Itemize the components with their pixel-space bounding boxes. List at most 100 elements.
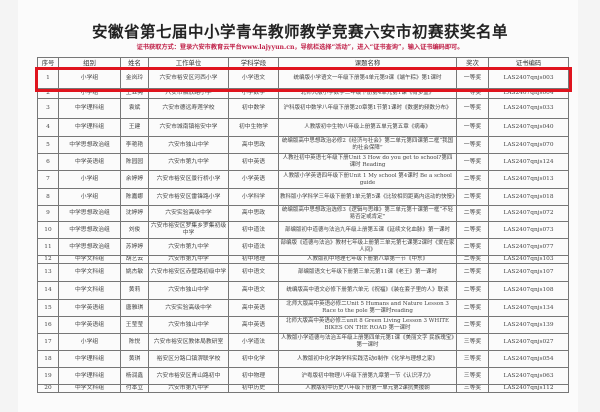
cell-group: 中学英语组 <box>58 299 121 317</box>
cell-name: 陈嘉娜 <box>120 188 149 206</box>
table-row: 11 中学思想政治组 苏婷婷 六安市第九中学 初中道法 部编版《道德与法治》教材七年级上册… <box>37 238 569 256</box>
cell-seq: 4 <box>37 118 59 137</box>
cell-award: 二等奖 <box>456 316 489 334</box>
cell-group: 中学理科组 <box>58 118 121 137</box>
table-row: 4 中学理科组 王建 六安市城南镇裕安中学 初中生物学 人教版初中生物八年级上册第五单元第… <box>37 118 569 137</box>
cell-award: 二等奖 <box>456 188 489 206</box>
cell-name: 王莹莹 <box>120 316 149 334</box>
cell-seq: 12 <box>37 255 59 264</box>
cell-school: 六安市裕安区青山路初中 <box>148 367 229 385</box>
cell-group: 中学文科组 <box>58 384 121 393</box>
table-row: 16 中学英语组 王莹莹 六安市独山中学 高中英语 北师大版高中英语必修三unit 8 G… <box>37 316 569 334</box>
cell-award: 一等奖 <box>456 153 489 171</box>
cell-cert-code: LAS2407qnjs040 <box>488 118 569 137</box>
cell-cert-code: LAS2407qnjs018 <box>488 188 569 206</box>
cell-award: 三等奖 <box>456 367 489 385</box>
cell-subject: 初中历史 <box>228 384 279 393</box>
cell-name: 黄琪 <box>120 350 149 368</box>
table-row: 6 中学英语组 陈园园 六安市第九中学 初中英语 人教社初中英语七年级下册Unit 3 H… <box>37 153 569 171</box>
cell-group: 中学思想政治组 <box>58 136 121 154</box>
cell-award: 一等奖 <box>456 136 489 154</box>
cell-group: 中学理科组 <box>58 367 121 385</box>
cell-subject: 初中地理 <box>228 255 279 264</box>
cell-group: 小学组 <box>58 333 121 351</box>
cell-school: 六安市裕安区景行桥小学 <box>148 170 229 189</box>
cell-subject: 小学道法 <box>228 333 279 351</box>
cell-topic: 统编版高中思想政治必修2《经济与社会》第二单元第四课第二框“我国的社会保障” <box>278 136 457 154</box>
cell-award: 三等奖 <box>456 384 489 393</box>
table-row: 14 中学文科组 黄莉 六安市独山中学 高中语文 统编版高中语文必修下册第六单元《祝福》《… <box>37 281 569 300</box>
cell-topic: 沪粤版初中物理八年级下册第九章第一节《认识浮力》 <box>278 367 457 385</box>
cell-award: 三等奖 <box>456 333 489 351</box>
cell-cert-code: LAS2407qnjs063 <box>488 367 569 385</box>
cell-name: 刘俊 <box>120 221 149 239</box>
cell-cert-code: LAS2407qnjs103 <box>488 255 569 264</box>
cell-subject: 初中道法 <box>228 221 279 239</box>
table-row: 12 中学文科组 胡艺云 六安市第九中学 初中地理 人教版初中地理七年级下册第八章第一节《… <box>37 255 569 264</box>
cell-seq: 20 <box>37 384 59 393</box>
cell-subject: 初中生物学 <box>228 118 279 137</box>
cell-group: 中学文科组 <box>58 281 121 300</box>
cell-cert-code: LAS2407qnjs033 <box>488 98 569 119</box>
cell-school: 六安实验高级中学 <box>148 205 229 222</box>
cell-award: 二等奖 <box>456 281 489 300</box>
cell-topic: 北师大版高中英语必修三unit 8 Green Living Lesson 3 … <box>278 316 457 334</box>
cell-subject: 小学英语 <box>228 170 279 189</box>
cell-topic: 人教版初中生物八年级上册第五单元第五章《病毒》 <box>278 118 457 137</box>
cell-name: 袁斌 <box>120 98 149 119</box>
cell-school: 六安市德远寿莲学校 <box>148 98 229 119</box>
cell-topic: 人教版小学道德与法治五年级上册第四单元第1课《美丽文字 民族瑰宝》第一课时 <box>278 333 457 351</box>
cell-school: 六安市独山中学 <box>148 316 229 334</box>
table-row: 9 中学思想政治组 沈婷婷 六安实验高级中学 高中思政 统编版高中思想政治选修3《逻辑与思… <box>37 205 569 222</box>
cell-seq: 18 <box>37 350 59 368</box>
cell-seq: 8 <box>37 188 59 206</box>
cell-subject: 初中语文 <box>228 263 279 282</box>
cell-seq: 3 <box>37 98 59 119</box>
cell-seq: 5 <box>37 136 59 154</box>
cell-school: 六安实验高级中学 <box>148 299 229 317</box>
cell-cert-code: LAS2407qnjs027 <box>488 333 569 351</box>
cell-topic: 人教社初中英语七年级下册Unit 3 How do you get to sch… <box>278 153 457 171</box>
table-row: 1 小学组 金岚玲 六安市裕安区河西小学 小学语文 统编版小学语文一年级下册第4单元第9课… <box>37 68 569 89</box>
table-row: 17 小学组 陈悦 六安市裕安区教体局教研室 小学道法 人教版小学道德与法治五年级上册第四… <box>37 333 569 351</box>
table-row: 10 中学思想政治组 刘俊 六安市裕安区罗集乡罗集初级中学 初中道法 部编版初中道德与法治… <box>37 221 569 239</box>
cell-group: 中学理科组 <box>58 98 121 119</box>
cell-name: 杨润鑫 <box>120 367 149 385</box>
cell-name: 余婷婷 <box>120 170 149 189</box>
cell-award: 一等奖 <box>456 98 489 119</box>
cell-subject: 高中思政 <box>228 205 279 222</box>
cell-award: 二等奖 <box>456 263 489 282</box>
cell-topic: 部编版语文七年级下册第三单元第11课《老王》第一课时 <box>278 263 457 282</box>
cell-school: 六安市独山中学 <box>148 281 229 300</box>
cell-name: 王建 <box>120 118 149 137</box>
certificate-notice: 证书获取方式：登录六安市教育云平台www.lajyyun.cn，导航栏选择“活动… <box>136 44 464 51</box>
cell-cert-code: LAS2407qnjs107 <box>488 263 569 282</box>
cell-group: 小学组 <box>58 188 121 206</box>
cell-name: 姚杰敏 <box>120 263 149 282</box>
cell-subject: 高中英语 <box>228 299 279 317</box>
cell-seq: 15 <box>37 299 59 317</box>
cell-topic: 统编版高中语文必修下册第六单元《祝福》《装在套子里的人》联读 <box>278 281 457 300</box>
cell-cert-code: LAS2407qnjs139 <box>488 316 569 334</box>
cell-topic: 北师大版高中英语必修二Unit 5 Humans and Nature Less… <box>278 299 457 317</box>
document-title: 安徽省第七届中小学青年教师教学竞赛六安市初赛获奖名单 <box>91 22 508 41</box>
cell-seq: 14 <box>37 281 59 300</box>
cell-subject: 初中化学 <box>228 350 279 368</box>
cell-seq: 9 <box>37 205 59 222</box>
cell-name: 苏婷婷 <box>120 238 149 256</box>
cell-cert-code: LAS2407qnjs134 <box>488 299 569 317</box>
cell-school: 裕安区分路口镇淠联学校 <box>148 350 229 368</box>
cell-award: 二等奖 <box>456 255 489 264</box>
highlight-box <box>35 67 572 92</box>
cell-award: 二等奖 <box>456 238 489 256</box>
cell-name: 胡艺云 <box>120 255 149 264</box>
cell-award: 一等奖 <box>456 118 489 137</box>
cell-subject: 高中思政 <box>228 136 279 154</box>
cell-group: 中学文科组 <box>58 255 121 264</box>
cell-cert-code: LAS2407qnjs054 <box>488 350 569 368</box>
cell-group: 中学文科组 <box>58 263 121 282</box>
cell-subject: 高中语文 <box>228 281 279 300</box>
table-row: 2 小学组 王亚亮 六安市解放路小学 小学数学 北师大版小学数学三年级下册第4单元第1课《… <box>37 88 569 99</box>
cell-seq: 6 <box>37 153 59 171</box>
cell-cert-code: LAS2407qnjs108 <box>488 281 569 300</box>
